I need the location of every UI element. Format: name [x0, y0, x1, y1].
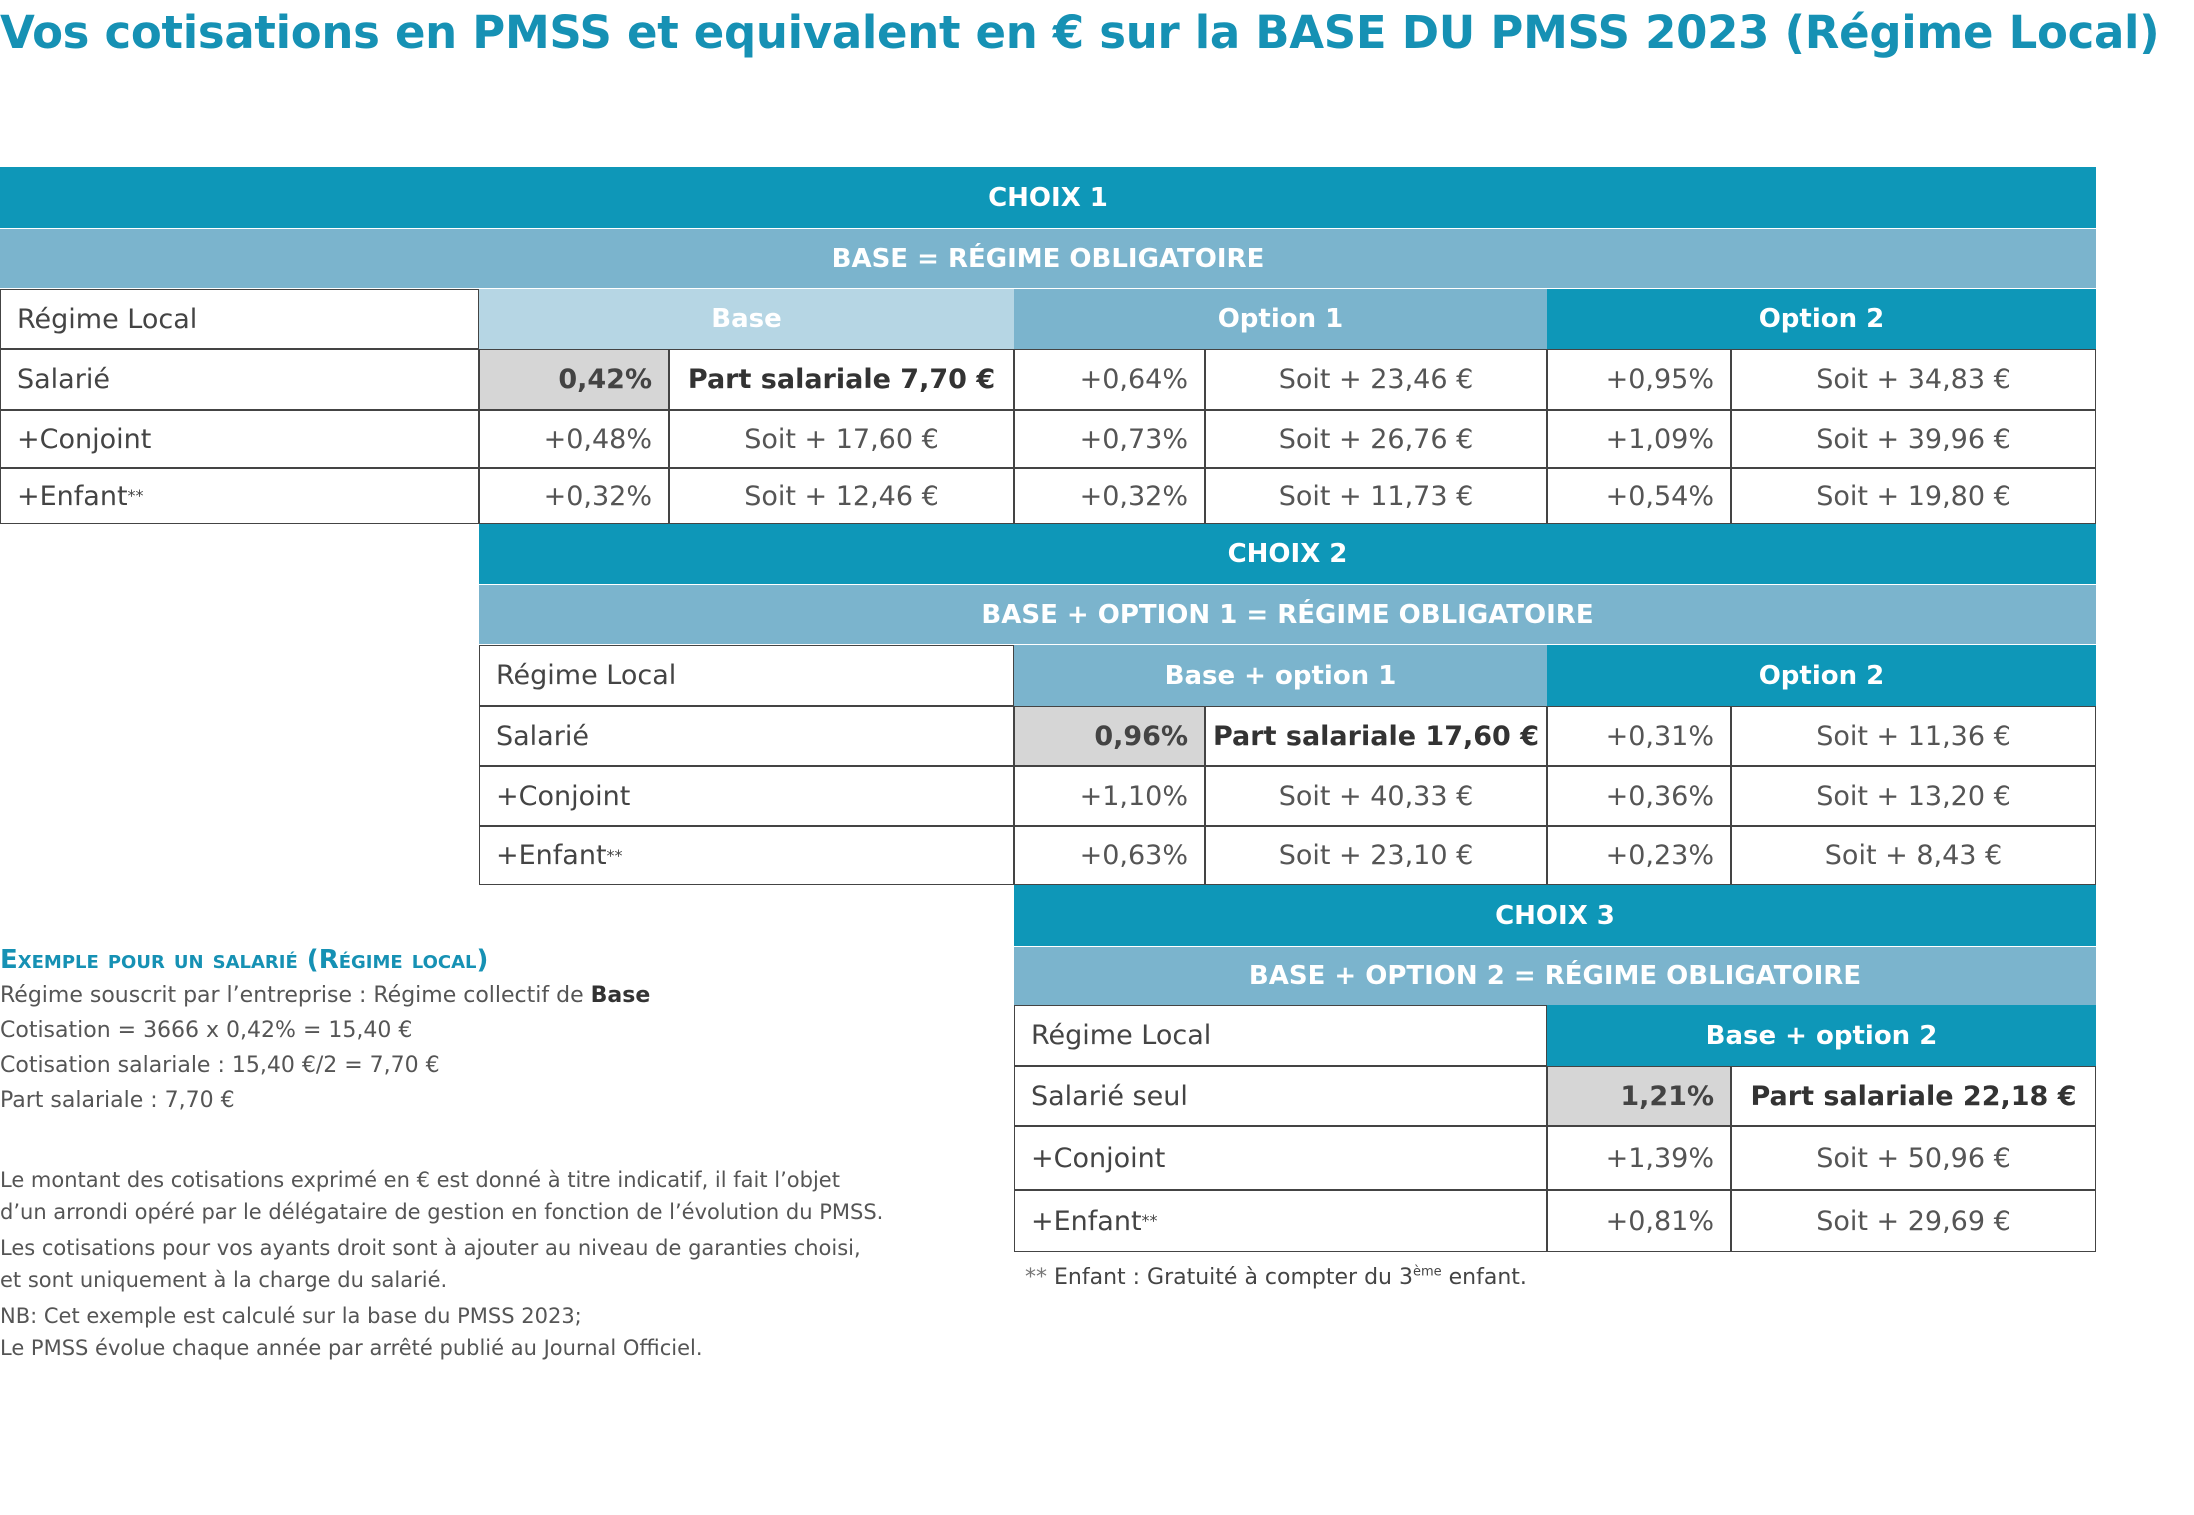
choix1-opt1-val: Soit + 26,76 € [1205, 410, 1547, 468]
note-line: Les cotisations pour vos ayants droit so… [0, 1236, 861, 1260]
choix2-a-pct: 0,96% [1014, 706, 1205, 766]
choix1-col-base: Base [479, 289, 1014, 349]
choix1-base-val: Soit + 17,60 € [669, 410, 1014, 468]
choix3-col-base-option2: Base + option 2 [1547, 1005, 2096, 1066]
choix3-a-pct: 1,21% [1547, 1066, 1731, 1126]
choix3-a-pct: +1,39% [1547, 1126, 1731, 1190]
choix2-b-val: Soit + 8,43 € [1731, 826, 2096, 885]
choix2-a-val: Soit + 23,10 € [1205, 826, 1547, 885]
enfant-footnote: ** Enfant : Gratuité à compter du 3ème e… [1025, 1265, 1527, 1290]
choix1-base-pct: +0,32% [479, 468, 669, 524]
choix1-opt2-pct: +0,54% [1547, 468, 1731, 524]
choix1-opt2-val: Soit + 39,96 € [1731, 410, 2096, 468]
note-line: Le montant des cotisations exprimé en € … [0, 1168, 840, 1192]
footnote-sup: ème [1412, 1264, 1442, 1280]
note-line: d’un arrondi opéré par le délégataire de… [0, 1200, 884, 1224]
page-title: Vos cotisations en PMSS et equivalent en… [0, 6, 2160, 59]
choix1-opt2-val: Soit + 19,80 € [1731, 468, 2096, 524]
choix2-b-pct: +0,23% [1547, 826, 1731, 885]
choix1-row-label: Salarié [0, 349, 479, 410]
choix3-a-val: Soit + 50,96 € [1731, 1126, 2096, 1190]
note-line: NB: Cet exemple est calculé sur la base … [0, 1304, 582, 1328]
example-line1-text: Régime souscrit par l’entreprise : Régim… [0, 983, 591, 1008]
choix1-opt1-val: Soit + 11,73 € [1205, 468, 1547, 524]
choix2-row-label: +Conjoint [479, 766, 1014, 826]
choix2-a-val: Soit + 40,33 € [1205, 766, 1547, 826]
example-line1-bold: Base [590, 983, 651, 1008]
choix3-subheader: BASE + OPTION 2 = RÉGIME OBLIGATOIRE [1014, 947, 2096, 1005]
choix2-b-pct: +0,31% [1547, 706, 1731, 766]
choix1-opt1-pct: +0,32% [1014, 468, 1205, 524]
choix1-base-val: Part salariale 7,70 € [669, 349, 1014, 410]
example-line: Cotisation = 3666 x 0,42% = 15,40 € [0, 1018, 413, 1043]
choix2-b-val: Soit + 13,20 € [1731, 766, 2096, 826]
enfant-label: +Enfant [496, 840, 607, 871]
choix3-row-label: Salarié seul [1014, 1066, 1547, 1126]
choix3-regime-label: Régime Local [1014, 1005, 1547, 1066]
choix1-base-pct: +0,48% [479, 410, 669, 468]
choix1-opt1-val: Soit + 23,46 € [1205, 349, 1547, 410]
enfant-label: +Enfant [1031, 1205, 1142, 1237]
choix3-a-pct: +0,81% [1547, 1190, 1731, 1252]
footnote-text: Enfant : Gratuité à compter du 3 [1047, 1265, 1413, 1290]
choix2-row-label: +Enfant ** [479, 826, 1014, 885]
choix1-base-pct: 0,42% [479, 349, 669, 410]
choix3-header: CHOIX 3 [1014, 885, 2096, 946]
choix1-opt2-pct: +0,95% [1547, 349, 1731, 410]
choix2-col-option2: Option 2 [1547, 645, 2096, 706]
choix3-a-val: Soit + 29,69 € [1731, 1190, 2096, 1252]
choix1-opt2-pct: +1,09% [1547, 410, 1731, 468]
choix1-opt2-val: Soit + 34,83 € [1731, 349, 2096, 410]
example-line: Régime souscrit par l’entreprise : Régim… [0, 983, 650, 1008]
choix1-subheader: BASE = RÉGIME OBLIGATOIRE [0, 229, 2096, 288]
choix2-col-base-option1: Base + option 1 [1014, 645, 1547, 706]
example-title: Exemple pour un salarié (Régime local) [0, 945, 489, 975]
choix3-row-label: +Enfant ** [1014, 1190, 1547, 1252]
enfant-label: +Enfant [17, 480, 128, 512]
footnote-stars: ** [1025, 1265, 1047, 1290]
choix1-opt1-pct: +0,73% [1014, 410, 1205, 468]
choix2-a-pct: +0,63% [1014, 826, 1205, 885]
choix2-b-val: Soit + 11,36 € [1731, 706, 2096, 766]
note-line: Le PMSS évolue chaque année par arrêté p… [0, 1336, 703, 1360]
choix1-regime-label: Régime Local [0, 289, 479, 349]
choix1-col-option2: Option 2 [1547, 289, 2096, 349]
choix2-row-label: Salarié [479, 706, 1014, 766]
choix2-regime-label: Régime Local [479, 645, 1014, 706]
example-line: Cotisation salariale : 15,40 €/2 = 7,70 … [0, 1053, 440, 1078]
note-line: et sont uniquement à la charge du salari… [0, 1268, 448, 1292]
choix1-base-val: Soit + 12,46 € [669, 468, 1014, 524]
choix2-a-val: Part salariale 17,60 € [1205, 706, 1547, 766]
choix2-subheader: BASE + OPTION 1 = RÉGIME OBLIGATOIRE [479, 585, 2096, 644]
choix3-a-val: Part salariale 22,18 € [1731, 1066, 2096, 1126]
choix1-col-option1: Option 1 [1014, 289, 1547, 349]
example-line: Part salariale : 7,70 € [0, 1088, 235, 1113]
footnote-text-end: enfant. [1441, 1265, 1527, 1290]
choix2-header: CHOIX 2 [479, 524, 2096, 584]
choix2-a-pct: +1,10% [1014, 766, 1205, 826]
choix1-row-label: +Conjoint [0, 410, 479, 468]
choix3-row-label: +Conjoint [1014, 1126, 1547, 1190]
choix2-b-pct: +0,36% [1547, 766, 1731, 826]
choix1-header: CHOIX 1 [0, 167, 2096, 228]
choix1-opt1-pct: +0,64% [1014, 349, 1205, 410]
choix1-row-label: +Enfant ** [0, 468, 479, 524]
